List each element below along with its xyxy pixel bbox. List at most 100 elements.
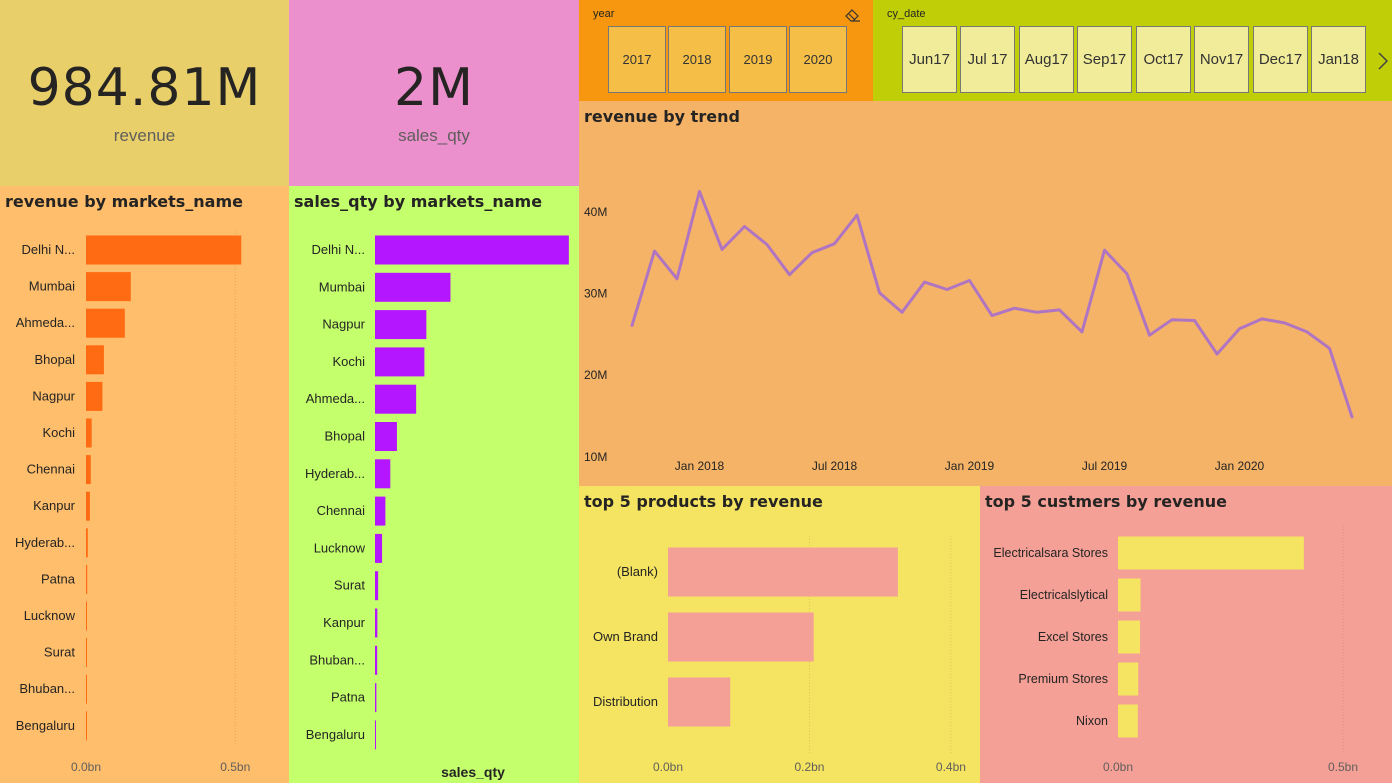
- category-label: Own Brand: [593, 629, 658, 644]
- year-slicer-title: year: [593, 8, 615, 20]
- bar: [375, 459, 391, 489]
- bar: [668, 677, 731, 727]
- date-option-aug-17[interactable]: Aug 17: [1019, 26, 1074, 93]
- bar: [86, 235, 242, 265]
- bar: [375, 422, 397, 451]
- date-option-text: 17: [1109, 50, 1127, 68]
- category-label: Hyderab...: [15, 535, 75, 550]
- bar: [375, 347, 425, 377]
- date-option-text: Sep: [1082, 50, 1110, 68]
- date-option-text: Jul 17: [967, 50, 1008, 68]
- x-tick-label: 0.0bn: [1103, 760, 1133, 774]
- category-label: Bengaluru: [306, 727, 365, 742]
- category-label: Kanpur: [33, 498, 76, 513]
- bar: [375, 571, 379, 601]
- date-option-text: 18: [1342, 50, 1359, 68]
- date-option-dec-17[interactable]: Dec 17: [1253, 26, 1308, 93]
- category-label: Mumbai: [29, 279, 75, 294]
- top-customers-chart: top 5 custmers by revenue Electricalsara…: [980, 486, 1392, 783]
- year-option-2019[interactable]: 2019: [729, 26, 787, 93]
- year-slicer: year 2017 2018 2019 2020: [579, 0, 873, 101]
- date-option-jan-18[interactable]: Jan 18: [1311, 26, 1366, 93]
- bar: [1118, 662, 1139, 696]
- top-products-chart: top 5 products by revenue (Blank) Own Bra…: [579, 486, 980, 783]
- eraser-icon[interactable]: [845, 9, 861, 23]
- category-label: Premium Stores: [1018, 672, 1108, 686]
- chart-title: sales_qty by markets_name: [294, 192, 543, 211]
- bar: [1118, 704, 1138, 738]
- chart-title: top 5 custmers by revenue: [985, 492, 1228, 511]
- revenue-kpi-value: 984.81M: [27, 58, 262, 118]
- x-tick-label: 0.2bn: [794, 760, 824, 774]
- date-option-sep-17[interactable]: Sep 17: [1077, 26, 1132, 93]
- x-tick-label: 0.5bn: [1328, 760, 1358, 774]
- date-option-text: Aug: [1024, 50, 1052, 68]
- chart-title: top 5 products by revenue: [584, 492, 823, 511]
- y-tick-label: 40M: [584, 205, 607, 219]
- date-option-text: Jun: [909, 50, 934, 68]
- chart-title: revenue by trend: [584, 107, 740, 126]
- bar: [86, 418, 92, 448]
- category-label: Surat: [44, 645, 75, 660]
- bar: [86, 491, 90, 521]
- category-label: Bhopal: [35, 352, 76, 367]
- x-tick-label: Jul 2019: [1082, 459, 1128, 473]
- date-option-jun-17[interactable]: Jun 17: [902, 26, 957, 93]
- bar: [86, 381, 103, 411]
- year-option-2020[interactable]: 2020: [789, 26, 847, 93]
- category-label: Delhi N...: [22, 242, 75, 257]
- y-tick-label: 30M: [584, 287, 607, 301]
- bar: [375, 496, 386, 526]
- year-option-2017[interactable]: 2017: [608, 26, 666, 93]
- bar: [86, 308, 125, 338]
- category-label: Chennai: [27, 462, 76, 477]
- x-tick-label: Jul 2018: [812, 459, 858, 473]
- bar: [86, 638, 87, 668]
- category-label: Excel Stores: [1038, 630, 1108, 644]
- date-option-text: 17: [1051, 50, 1069, 68]
- category-label: Nagpur: [32, 388, 75, 403]
- category-label: Electricalsara Stores: [993, 546, 1108, 560]
- category-label: Bengaluru: [16, 718, 75, 733]
- date-option-text: Jan: [1318, 50, 1343, 68]
- chart-title: revenue by markets_name: [5, 192, 243, 211]
- date-option-text: Oct: [1143, 50, 1167, 68]
- date-option-text: 17: [933, 50, 950, 68]
- bar: [375, 235, 569, 265]
- x-axis-label: sales_qty: [441, 764, 505, 780]
- bar: [375, 645, 378, 675]
- date-option-text: 17: [1285, 50, 1303, 68]
- y-tick-label: 20M: [584, 368, 607, 382]
- bar: [375, 384, 417, 414]
- bar: [668, 547, 898, 597]
- bar: [86, 528, 88, 558]
- bar: [375, 310, 427, 340]
- x-tick-label: Jan 2018: [675, 459, 725, 473]
- category-label: Surat: [334, 578, 365, 593]
- chevron-right-icon[interactable]: [1377, 51, 1389, 71]
- date-option-text: Nov: [1199, 50, 1227, 68]
- category-label: Bhuban...: [309, 652, 365, 667]
- category-label: Mumbai: [319, 279, 365, 294]
- bar: [1118, 620, 1141, 654]
- bar: [86, 455, 91, 485]
- category-label: Kanpur: [323, 615, 366, 630]
- date-option-oct-17[interactable]: Oct 17: [1136, 26, 1191, 93]
- date-option-text: 17: [1166, 50, 1184, 68]
- sales-qty-kpi-label: sales_qty: [398, 126, 470, 145]
- revenue-kpi-label: revenue: [113, 126, 176, 145]
- category-label: (Blank): [617, 564, 658, 579]
- year-option-2018[interactable]: 2018: [668, 26, 726, 93]
- cy-date-slicer: cy_date Jun 17 Jul 17 Aug 17 Sep 17 Oct 17 N…: [873, 0, 1392, 101]
- revenue-by-market-chart: revenue by markets_name Delhi N... Mumbai…: [0, 186, 289, 783]
- x-tick-label: 0.5bn: [220, 760, 250, 774]
- category-label: Patna: [41, 571, 76, 586]
- bar: [86, 674, 87, 704]
- date-option-jul-17[interactable]: Jul 17: [960, 26, 1015, 93]
- cy-date-slicer-title: cy_date: [887, 8, 926, 20]
- category-label: Delhi N...: [312, 242, 365, 257]
- bar: [375, 720, 376, 750]
- bar: [86, 272, 131, 302]
- date-option-nov-17[interactable]: Nov 17: [1194, 26, 1249, 93]
- category-label: Nixon: [1076, 714, 1108, 728]
